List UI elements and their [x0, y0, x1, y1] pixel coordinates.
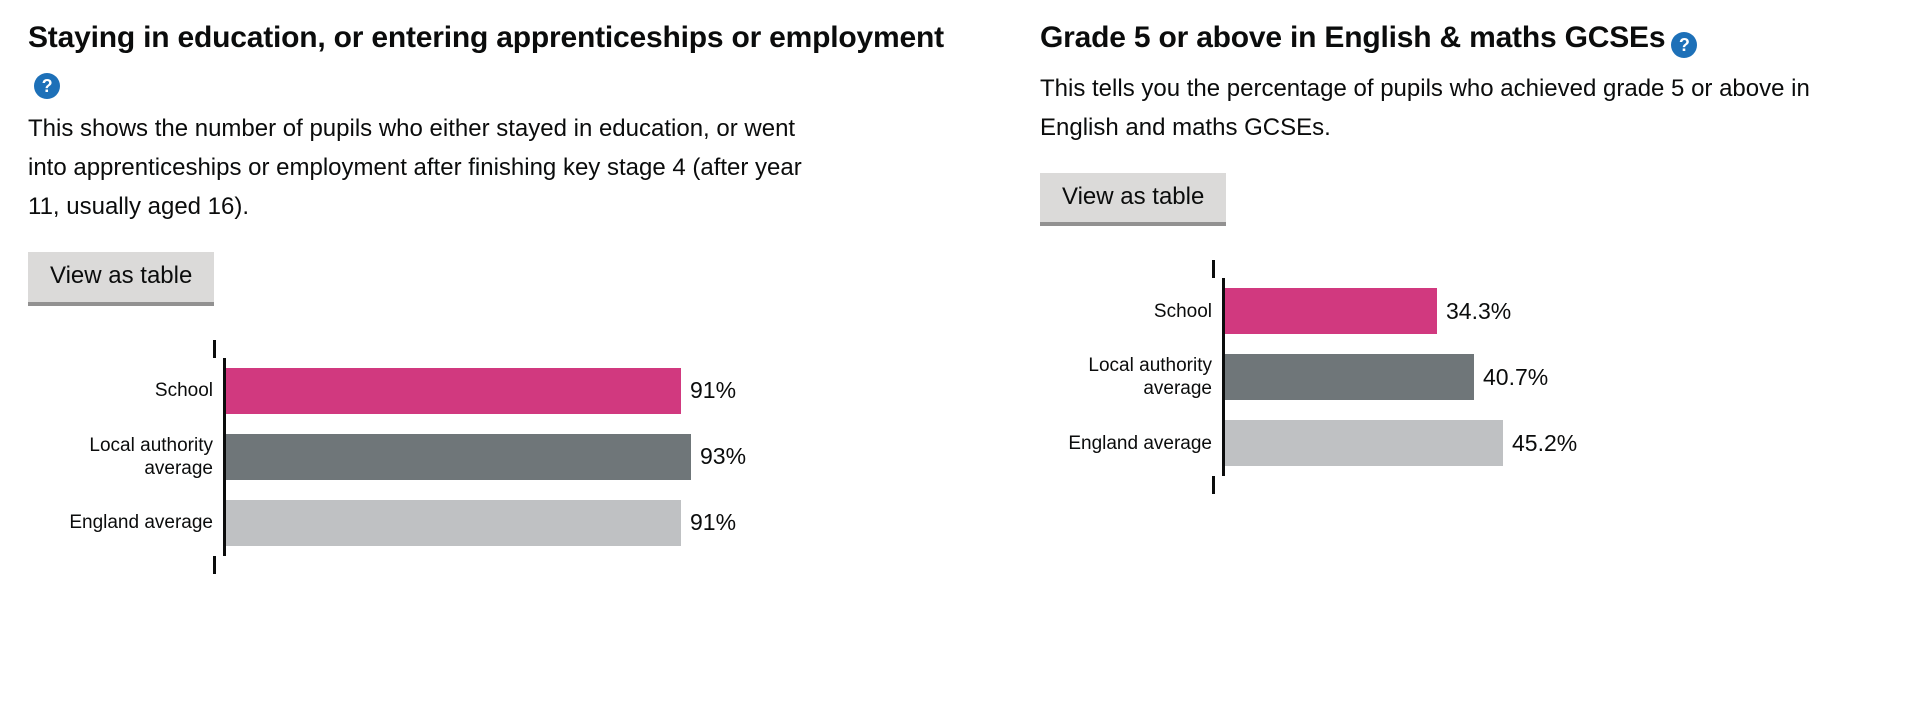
- axis-line-top: [1212, 260, 1215, 279]
- bar-value-label: 91%: [690, 509, 737, 536]
- bar-category-label: England average: [1068, 432, 1212, 454]
- bar-local-authority-average: [1225, 354, 1474, 401]
- bar-category-label: School: [154, 380, 213, 402]
- bar-chart-row: England average 45.2%: [1040, 410, 1883, 477]
- bar-track: 91%: [223, 489, 980, 556]
- bar-category-label: School: [1153, 300, 1212, 322]
- view-as-table-button[interactable]: View as table: [1040, 172, 1227, 227]
- bar-value-label: 34.3%: [1446, 297, 1512, 324]
- axis-line-top: [213, 339, 216, 358]
- measure-panel-staying-in-education: Staying in education, or entering appren…: [28, 18, 980, 574]
- bar-school: [226, 367, 681, 414]
- bar-category-label: Local authority average: [1088, 355, 1212, 400]
- measure-panel-grade-5-english-maths: Grade 5 or above in English & maths GCSE…: [1020, 0, 1913, 720]
- axis-line-bottom: [1212, 476, 1215, 495]
- bar-category-label: England average: [69, 512, 213, 534]
- bar-value-label: 91%: [690, 377, 737, 404]
- bar-england-average: [226, 499, 681, 546]
- bar-track: 40.7%: [1222, 344, 1883, 411]
- bar-track: 34.3%: [1222, 278, 1883, 345]
- section-heading-text: Grade 5 or above in English & maths GCSE…: [1040, 21, 1666, 54]
- bar-chart-staying-in-education: School 91% Local authority average 93% E…: [28, 339, 980, 574]
- bar-chart-row: School 34.3%: [1040, 278, 1883, 345]
- bar-england-average: [1225, 420, 1503, 467]
- axis-line-bottom: [213, 555, 216, 574]
- bar-track: 93%: [223, 423, 980, 490]
- page-title: Grade 5 or above in English & maths GCSE…: [1040, 18, 1883, 59]
- page-title: Staying in education, or entering appren…: [28, 18, 948, 99]
- section-description: This tells you the percentage of pupils …: [1040, 74, 1810, 141]
- question-mark-icon[interactable]: ?: [34, 72, 60, 99]
- bar-chart-row: Local authority average 40.7%: [1040, 344, 1883, 411]
- section-description: This shows the number of pupils who eith…: [28, 115, 802, 220]
- bar-chart-row: Local authority average 93%: [28, 423, 980, 490]
- bar-chart-rows: School 91% Local authority average 93% E…: [28, 357, 980, 556]
- bar-local-authority-average: [226, 433, 691, 480]
- bar-track: 45.2%: [1222, 410, 1883, 477]
- section-heading-text: Staying in education, or entering appren…: [28, 21, 944, 54]
- bar-track: 91%: [223, 357, 980, 424]
- view-as-table-button[interactable]: View as table: [28, 252, 215, 306]
- bar-chart-row: England average 91%: [28, 489, 980, 556]
- bar-value-label: 93%: [700, 443, 747, 470]
- bar-chart-row: School 91%: [28, 357, 980, 424]
- bar-category-label: Local authority average: [89, 434, 213, 479]
- bar-chart-grade-5-english-maths: School 34.3% Local authority average 40.…: [1040, 260, 1883, 495]
- bar-value-label: 40.7%: [1483, 363, 1549, 390]
- question-mark-icon[interactable]: ?: [1671, 32, 1698, 58]
- bar-chart-rows: School 34.3% Local authority average 40.…: [1040, 278, 1883, 477]
- bar-value-label: 45.2%: [1512, 429, 1578, 456]
- bar-school: [1225, 288, 1437, 335]
